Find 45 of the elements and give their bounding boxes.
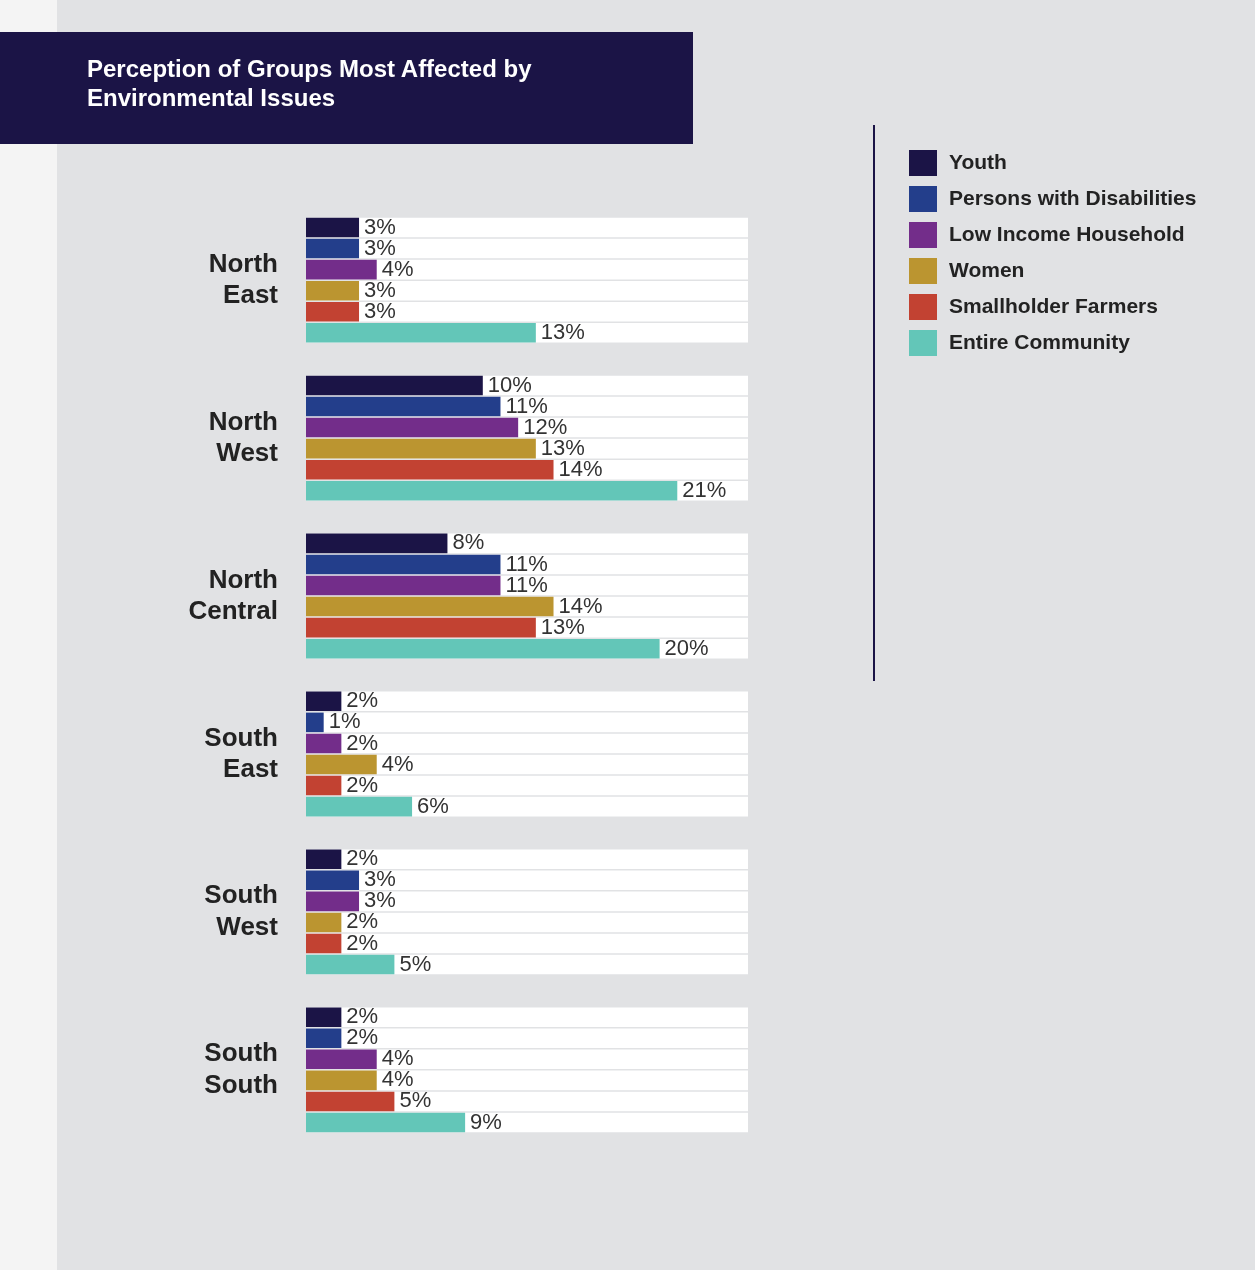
legend-label: Persons with Disabilities	[949, 186, 1197, 210]
bar	[306, 870, 360, 891]
data-label: 5%	[399, 950, 432, 976]
data-label: 6%	[417, 792, 449, 818]
legend-label: Women	[949, 258, 1025, 282]
bar	[306, 775, 342, 796]
y-tick-label: North Central	[188, 563, 278, 625]
data-label: 8%	[452, 529, 485, 555]
data-label: 9%	[470, 1108, 502, 1134]
y-tick-label: South East	[204, 721, 279, 783]
data-label: 20%	[664, 634, 709, 660]
bar	[306, 1007, 342, 1027]
y-tick-label: North East	[208, 247, 279, 309]
bar	[306, 1028, 342, 1049]
legend-label: Low Income Household	[949, 222, 1185, 246]
bar	[306, 238, 360, 259]
bar	[306, 796, 413, 817]
y-tick-label: South South	[204, 1037, 278, 1099]
bar	[306, 912, 342, 933]
bar	[306, 301, 360, 322]
bar	[306, 259, 377, 280]
bar	[306, 849, 342, 870]
bar	[306, 712, 324, 733]
legend-label: Entire Community	[949, 330, 1130, 354]
data-label: 2%	[346, 771, 379, 797]
data-label: 13%	[540, 318, 585, 344]
bar	[306, 891, 360, 912]
bar	[306, 933, 342, 954]
data-label: 21%	[682, 476, 727, 502]
bar	[306, 217, 360, 238]
legend-label: Smallholder Farmers	[949, 294, 1158, 318]
y-tick-label: North West	[208, 405, 279, 467]
bar	[306, 754, 377, 775]
bar	[306, 1070, 377, 1091]
bar	[306, 1049, 377, 1070]
y-tick-label: South West	[204, 879, 279, 941]
bar	[306, 691, 342, 712]
bar	[306, 280, 360, 301]
data-label: 4%	[381, 750, 414, 776]
bar	[306, 733, 342, 754]
bar	[306, 1091, 395, 1112]
legend-label: Youth	[949, 150, 1007, 174]
bar	[306, 533, 448, 554]
chart-title: Perception of Groups Most Affected by Environmental Issues	[0, 32, 693, 144]
bar	[306, 954, 395, 975]
